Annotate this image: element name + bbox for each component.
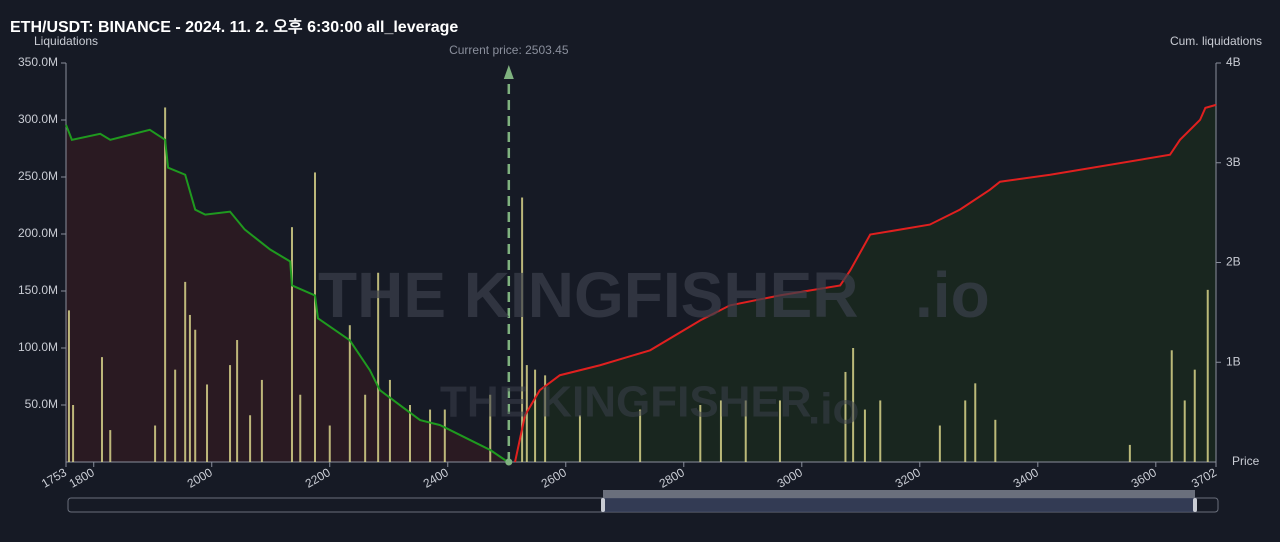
bar	[534, 369, 537, 462]
x-tick-label: 2800	[657, 465, 687, 491]
watermark-suffix: .io	[915, 259, 990, 331]
bar	[348, 325, 351, 462]
bar	[67, 310, 70, 462]
bar	[260, 379, 263, 462]
bar	[778, 400, 781, 462]
x-axis-label: Price	[1232, 454, 1260, 468]
bar	[994, 419, 997, 462]
bar	[188, 314, 191, 462]
bar	[1193, 369, 1196, 462]
bar	[194, 329, 197, 462]
bar	[719, 400, 722, 462]
x-tick-label: 2200	[303, 465, 333, 491]
bar	[639, 409, 642, 462]
y-tick-label: 200.0M	[18, 226, 58, 240]
x-tick-label: 3400	[1011, 465, 1041, 491]
watermark: THE KINGFISHER .io THE KINGFISHER .io	[318, 259, 990, 434]
navigator-window[interactable]	[603, 498, 1195, 512]
bar	[100, 357, 103, 462]
y-tick-label: 250.0M	[18, 169, 58, 183]
bar	[154, 425, 157, 462]
bar	[174, 369, 177, 462]
current-price-arrow	[503, 65, 514, 79]
bar	[429, 409, 432, 462]
y2-tick-label: 2B	[1226, 255, 1241, 269]
navigator-handle[interactable]	[601, 498, 605, 512]
bar	[290, 227, 293, 462]
bar	[72, 405, 75, 462]
bar	[299, 394, 302, 462]
bar	[328, 425, 331, 462]
bar	[938, 425, 941, 462]
bar	[377, 272, 380, 462]
x-tick-label: 1753	[39, 465, 69, 491]
x-tick-label: 3200	[893, 465, 923, 491]
bar	[206, 384, 209, 462]
x-tick-label: 3702	[1189, 465, 1219, 491]
annotation: Current price: 2503.45	[449, 43, 569, 57]
x-tick-label: 1800	[67, 465, 97, 491]
bar	[164, 107, 167, 463]
bar	[489, 394, 492, 462]
bar	[879, 400, 882, 462]
y2-axis-label: Cum. liquidations	[1170, 34, 1262, 48]
bar	[521, 197, 524, 462]
bar	[844, 371, 847, 462]
watermark-suffix: .io	[808, 385, 859, 434]
bar	[699, 405, 702, 462]
y-tick-label: 350.0M	[18, 55, 58, 69]
bar	[388, 379, 391, 462]
bar	[1170, 350, 1173, 462]
x-tick-label: 2600	[539, 465, 569, 491]
current-price-dot	[505, 458, 513, 466]
y-tick-label: 100.0M	[18, 340, 58, 354]
y-axis-label: Liquidations	[34, 34, 98, 48]
line	[65, 124, 509, 463]
bar	[249, 415, 252, 462]
bar	[1128, 444, 1131, 462]
bar	[109, 430, 112, 462]
navigator-handle[interactable]	[1193, 498, 1197, 512]
x-tick-label: 3000	[775, 465, 805, 491]
bar	[408, 405, 411, 462]
bar	[184, 281, 187, 462]
chart-title: ETH/USDT: BINANCE - 2024. 11. 2. 오후 6:30…	[10, 17, 458, 36]
x-tick-label: 2000	[185, 465, 215, 491]
bar	[544, 375, 547, 462]
x-tick-label: 3600	[1129, 465, 1159, 491]
y2-tick-label: 4B	[1226, 55, 1241, 69]
bar	[964, 400, 967, 462]
y-tick-label: 300.0M	[18, 112, 58, 126]
bar	[578, 415, 581, 462]
bar	[1206, 289, 1209, 462]
y-tick-label: 150.0M	[18, 283, 58, 297]
bar	[443, 409, 446, 462]
watermark-text: THE KINGFISHER	[440, 378, 812, 427]
bar	[364, 394, 367, 462]
watermark-text: THE KINGFISHER	[318, 259, 858, 331]
y2-tick-label: 3B	[1226, 155, 1241, 169]
bar	[852, 348, 855, 462]
bar	[974, 383, 977, 462]
navigator[interactable]	[67, 490, 1219, 513]
bar	[863, 409, 866, 462]
bar	[313, 172, 316, 462]
x-tick-label: 2400	[421, 465, 451, 491]
bar	[229, 365, 232, 462]
y2-tick-label: 1B	[1226, 354, 1241, 368]
bar	[1183, 400, 1186, 462]
y-tick-label: 50.0M	[25, 397, 58, 411]
area	[515, 104, 1216, 463]
plot: 50.0M 100.0M 150.0M 200.0M 250.0M 300.0M 350.0…	[18, 43, 1241, 491]
area	[66, 124, 508, 462]
bar	[744, 400, 747, 462]
navigator-handle-bar[interactable]	[603, 490, 1195, 498]
bar	[236, 340, 239, 462]
line	[514, 103, 1217, 463]
